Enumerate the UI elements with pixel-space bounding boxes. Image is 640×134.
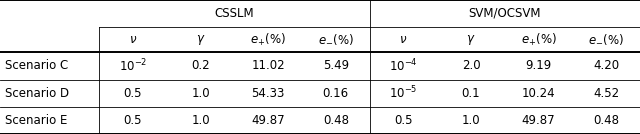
- Text: 5.49: 5.49: [323, 59, 349, 72]
- Text: SVM/OCSVM: SVM/OCSVM: [468, 7, 541, 20]
- Text: 54.33: 54.33: [252, 87, 285, 100]
- Text: 0.48: 0.48: [593, 114, 619, 127]
- Text: $e_{-}(\%)$: $e_{-}(\%)$: [318, 33, 354, 46]
- Text: 0.48: 0.48: [323, 114, 349, 127]
- Text: 0.5: 0.5: [394, 114, 413, 127]
- Text: $e_{+}(\%)$: $e_{+}(\%)$: [250, 31, 286, 48]
- Text: $\gamma$: $\gamma$: [467, 33, 476, 46]
- Text: $10^{-4}$: $10^{-4}$: [389, 58, 418, 74]
- Text: 0.16: 0.16: [323, 87, 349, 100]
- Text: 4.20: 4.20: [593, 59, 620, 72]
- Text: 1.0: 1.0: [191, 114, 210, 127]
- Text: CSSLM: CSSLM: [214, 7, 254, 20]
- Text: 10.24: 10.24: [522, 87, 556, 100]
- Text: 0.1: 0.1: [461, 87, 480, 100]
- Text: 2.0: 2.0: [461, 59, 480, 72]
- Text: 49.87: 49.87: [252, 114, 285, 127]
- Text: $e_{+}(\%)$: $e_{+}(\%)$: [521, 31, 557, 48]
- Text: $10^{-5}$: $10^{-5}$: [389, 85, 418, 102]
- Text: Scenario D: Scenario D: [5, 87, 69, 100]
- Text: $10^{-2}$: $10^{-2}$: [119, 58, 147, 74]
- Text: Scenario C: Scenario C: [5, 59, 68, 72]
- Text: 0.5: 0.5: [124, 87, 142, 100]
- Text: 49.87: 49.87: [522, 114, 556, 127]
- Text: 4.52: 4.52: [593, 87, 620, 100]
- Text: 0.5: 0.5: [124, 114, 142, 127]
- Text: 1.0: 1.0: [461, 114, 480, 127]
- Text: $\nu$: $\nu$: [129, 33, 137, 46]
- Text: 1.0: 1.0: [191, 87, 210, 100]
- Text: 9.19: 9.19: [525, 59, 552, 72]
- Text: $\gamma$: $\gamma$: [196, 33, 205, 46]
- Text: Scenario E: Scenario E: [5, 114, 67, 127]
- Text: $\nu$: $\nu$: [399, 33, 408, 46]
- Text: 0.2: 0.2: [191, 59, 210, 72]
- Text: 11.02: 11.02: [252, 59, 285, 72]
- Text: $e_{-}(\%)$: $e_{-}(\%)$: [588, 33, 624, 46]
